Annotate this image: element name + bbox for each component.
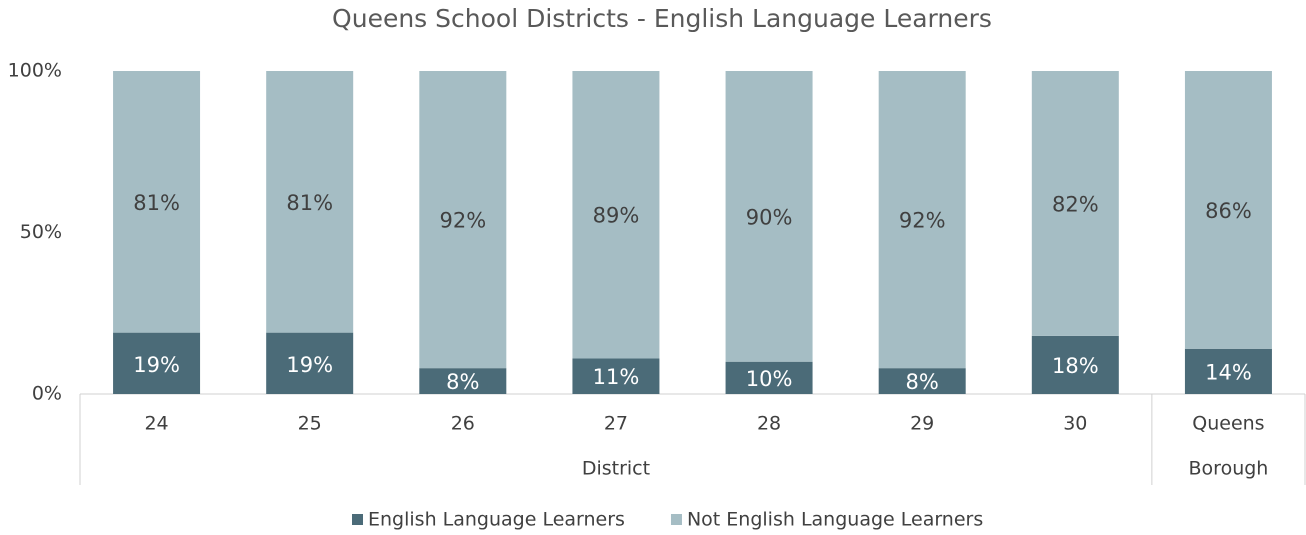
bar-segment xyxy=(572,71,660,359)
bar-segment xyxy=(419,71,507,369)
x-tick-label: 26 xyxy=(451,413,475,435)
x-tick-label: 28 xyxy=(757,413,781,435)
x-tick-label: Queens xyxy=(1192,413,1264,435)
data-label: 81% xyxy=(133,191,180,215)
chart-title: Queens School Districts - English Langua… xyxy=(332,4,992,33)
x-tick-label: 25 xyxy=(298,413,322,435)
bar-segment xyxy=(266,332,354,394)
data-label: 92% xyxy=(439,209,486,233)
data-label: 82% xyxy=(1052,192,1099,216)
data-label: 81% xyxy=(286,191,333,215)
y-tick-label: 100% xyxy=(8,60,62,82)
bar-segment xyxy=(419,368,507,394)
data-label: 18% xyxy=(1052,354,1099,378)
bar-segment xyxy=(878,71,966,369)
bar-segment xyxy=(725,71,813,362)
data-label: 90% xyxy=(746,205,793,229)
legend-swatch xyxy=(670,514,682,525)
group-label: Borough xyxy=(1189,458,1269,480)
data-label: 89% xyxy=(593,204,640,228)
data-label: 8% xyxy=(446,370,479,394)
x-tick-label: 24 xyxy=(144,413,168,435)
x-tick-label: 29 xyxy=(910,413,934,435)
y-tick-label: 50% xyxy=(20,221,62,243)
bar-segment xyxy=(725,361,813,394)
bar-segment xyxy=(1031,335,1119,394)
data-label: 19% xyxy=(133,353,180,377)
bar-segment xyxy=(113,71,201,333)
legend-label: English Language Learners xyxy=(368,509,625,531)
bar-segment xyxy=(1184,348,1272,394)
legend-swatch xyxy=(352,514,363,525)
data-label: 8% xyxy=(906,370,939,394)
bar-segment xyxy=(113,332,201,394)
x-tick-label: 30 xyxy=(1063,413,1087,435)
data-label: 10% xyxy=(746,367,793,391)
data-label: 11% xyxy=(593,365,640,389)
data-label: 86% xyxy=(1205,199,1252,223)
legend-label: Not English Language Learners xyxy=(687,509,983,531)
data-label: 14% xyxy=(1205,360,1252,384)
bar-segment xyxy=(1031,71,1119,336)
bar-segment xyxy=(1184,71,1272,349)
bar-segment xyxy=(572,358,660,394)
y-tick-label: 0% xyxy=(32,383,62,405)
bar-segment xyxy=(266,71,354,333)
group-label: District xyxy=(582,458,650,480)
data-label: 92% xyxy=(899,209,946,233)
bar-segment xyxy=(878,368,966,394)
data-label: 19% xyxy=(286,353,333,377)
x-tick-label: 27 xyxy=(604,413,628,435)
